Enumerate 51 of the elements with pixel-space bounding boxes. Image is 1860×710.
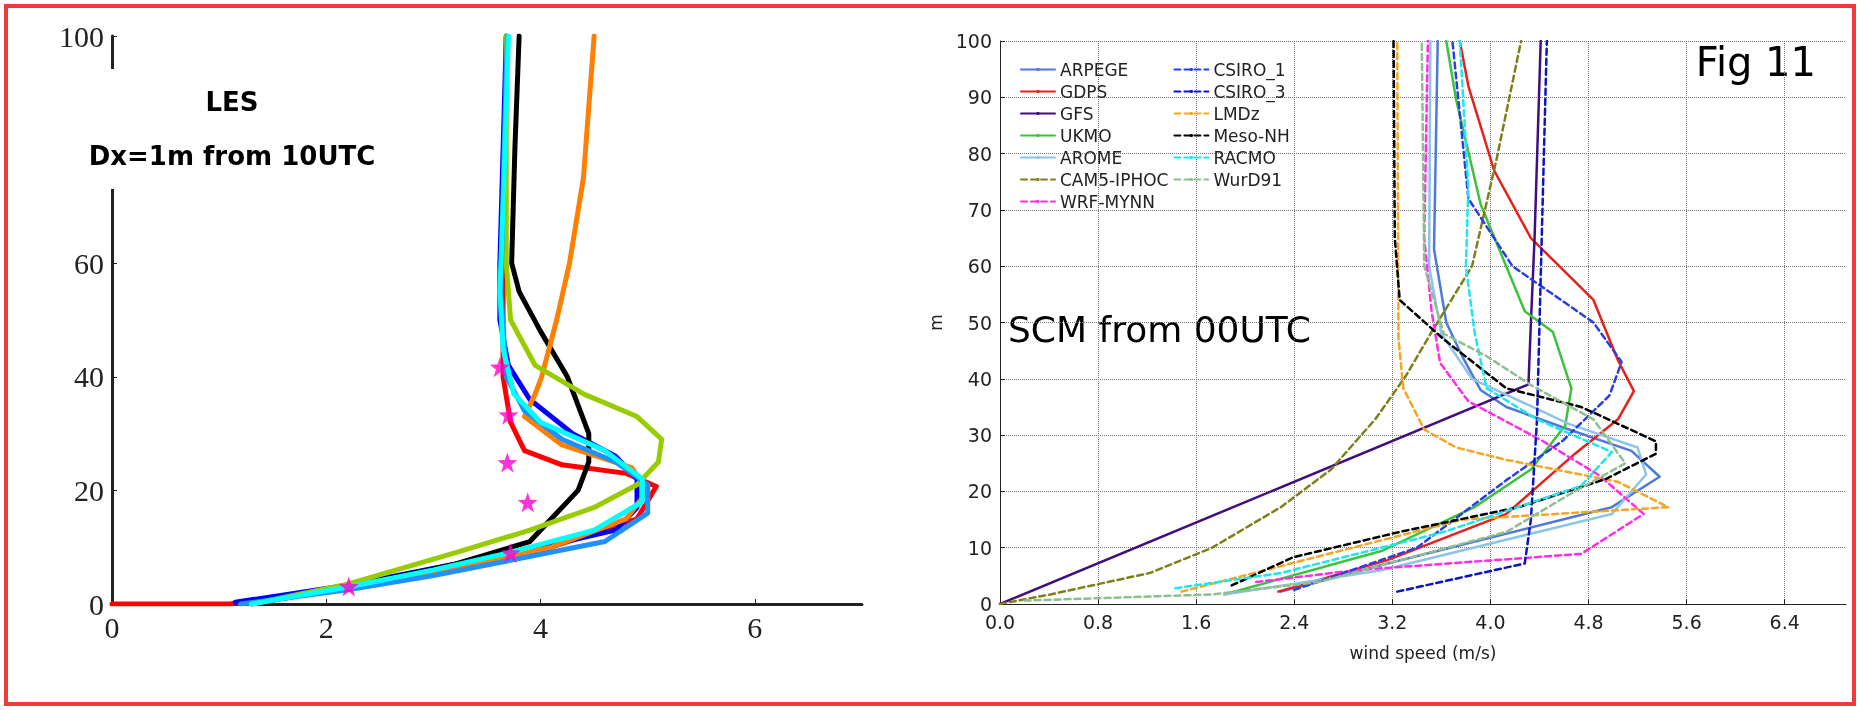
x-tick-label: 6.4 — [1769, 610, 1800, 633]
x-tick-label: 1.6 — [1181, 610, 1212, 633]
x-tick-label: 0.8 — [1082, 610, 1114, 633]
point — [338, 576, 359, 597]
y-tick-label: 20 — [967, 480, 992, 503]
text: LES — [205, 87, 259, 117]
y-tick-label: 10 — [967, 536, 992, 559]
y-tick-label: 80 — [967, 142, 992, 165]
x-tick-label: 3.2 — [1377, 610, 1408, 633]
y-tick-label: 50 — [967, 311, 992, 334]
legend-label: ARPEGE — [1060, 59, 1129, 80]
x-tick-label: 2 — [318, 610, 334, 644]
annotation: SCM from 00UTC — [1008, 308, 1311, 350]
point — [497, 452, 518, 473]
point — [489, 357, 510, 378]
legend-label: LMDz — [1213, 103, 1260, 124]
x-axis-title: wind speed (m/s) — [1349, 642, 1497, 663]
x-tick-label: 4.8 — [1573, 610, 1604, 633]
x-tick-label: 5.6 — [1671, 610, 1702, 633]
point — [500, 542, 521, 563]
legend-label: CAM5-IPHOC — [1060, 169, 1169, 190]
text: Dx=1m from 10UTC — [88, 141, 376, 171]
y-tick-label: 100 — [955, 30, 992, 52]
legend-label: GDPS — [1060, 81, 1108, 102]
legend-label: RACMO — [1213, 147, 1276, 168]
x-tick-label: 2.4 — [1279, 610, 1310, 633]
y-tick-label: 60 — [74, 246, 104, 280]
y-tick-label: 60 — [967, 255, 992, 278]
line-series — [1396, 39, 1549, 593]
y-tick-label: 30 — [967, 424, 992, 447]
legend-label: WurD91 — [1213, 169, 1283, 190]
y-tick-label: 90 — [967, 86, 992, 109]
legend-label: CSIRO_3 — [1213, 81, 1286, 103]
point — [517, 492, 538, 513]
annotation: Fig 11 — [1695, 39, 1816, 85]
legend-label: GFS — [1060, 103, 1094, 124]
y-tick-label: 20 — [74, 473, 104, 507]
legend-label: WRF-MYNN — [1060, 191, 1156, 212]
legend-label: Meso-NH — [1213, 125, 1290, 146]
x-tick-label: 6 — [747, 610, 763, 644]
y-tick-label: 70 — [967, 198, 992, 221]
y-tick-label: 40 — [967, 367, 992, 390]
x-tick-label: 4 — [533, 610, 549, 644]
legend-label: UKMO — [1060, 125, 1112, 146]
y-tick-label: 40 — [74, 360, 104, 394]
legend-label: CSIRO_1 — [1213, 59, 1286, 81]
point — [498, 404, 519, 425]
x-tick-label: 4.0 — [1475, 610, 1506, 633]
legend-label: AROME — [1060, 147, 1123, 168]
y-tick-label: 100 — [59, 19, 104, 53]
y-axis-title: m — [926, 314, 947, 331]
